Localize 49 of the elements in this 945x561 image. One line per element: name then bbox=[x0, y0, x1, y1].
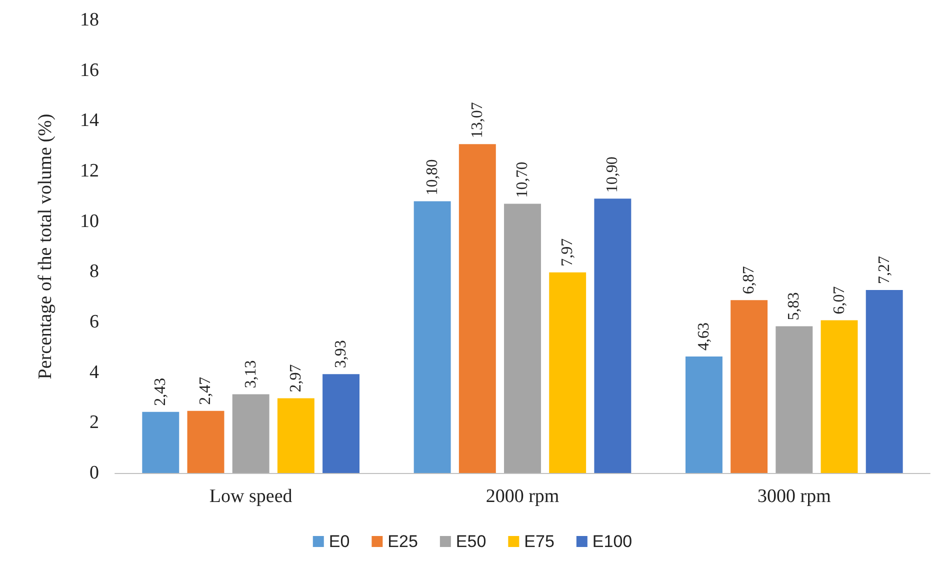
bar bbox=[776, 326, 813, 473]
x-tick-label: Low speed bbox=[209, 486, 293, 507]
legend-label: E100 bbox=[592, 532, 632, 551]
y-tick-label: 16 bbox=[80, 60, 99, 81]
legend-label: E0 bbox=[328, 532, 350, 551]
data-label: 10,70 bbox=[514, 162, 531, 198]
bar bbox=[232, 394, 270, 473]
y-tick-label: 4 bbox=[90, 362, 100, 383]
data-label: 2,97 bbox=[287, 364, 304, 392]
y-axis-title: Percentage of the total volume (%) bbox=[35, 114, 56, 380]
bar bbox=[504, 204, 541, 473]
bar bbox=[549, 272, 586, 473]
data-label: 4,63 bbox=[695, 322, 712, 350]
data-label: 10,80 bbox=[424, 159, 441, 196]
data-label: 13,07 bbox=[468, 102, 486, 138]
bar bbox=[142, 412, 180, 473]
legend-label: E25 bbox=[388, 532, 418, 551]
y-tick-label: 0 bbox=[90, 462, 99, 484]
x-tick-label: 3000 rpm bbox=[757, 486, 832, 507]
y-tick-label: 8 bbox=[90, 261, 99, 282]
bar bbox=[277, 398, 314, 473]
y-tick-label: 6 bbox=[90, 312, 99, 332]
data-label: 7,97 bbox=[559, 238, 576, 266]
y-tick-label: 14 bbox=[80, 110, 100, 132]
data-label: 10,90 bbox=[604, 156, 622, 193]
bar bbox=[820, 320, 858, 473]
legend-label: E75 bbox=[524, 532, 554, 551]
y-tick-label: 12 bbox=[80, 160, 99, 182]
bar bbox=[686, 356, 722, 473]
bar bbox=[866, 290, 903, 473]
data-label: 2,47 bbox=[197, 376, 214, 405]
data-label: 3,93 bbox=[332, 340, 350, 368]
bar bbox=[458, 144, 496, 473]
legend-label: E50 bbox=[456, 532, 486, 551]
bar bbox=[730, 300, 768, 473]
y-tick-label: 2 bbox=[90, 412, 99, 434]
data-label: 6,87 bbox=[740, 266, 758, 294]
data-label: 7,27 bbox=[876, 256, 893, 284]
data-label: 6,07 bbox=[830, 286, 848, 314]
bar bbox=[187, 410, 224, 473]
bar bbox=[414, 201, 451, 473]
bar bbox=[322, 374, 360, 473]
x-tick-label: 2000 rpm bbox=[486, 486, 560, 507]
data-label: 3,13 bbox=[242, 360, 260, 388]
y-tick-label: 18 bbox=[80, 10, 99, 30]
bar bbox=[594, 198, 632, 473]
y-tick-label: 10 bbox=[80, 210, 99, 232]
data-label: 5,83 bbox=[786, 292, 803, 320]
data-label: 2,43 bbox=[152, 378, 170, 406]
